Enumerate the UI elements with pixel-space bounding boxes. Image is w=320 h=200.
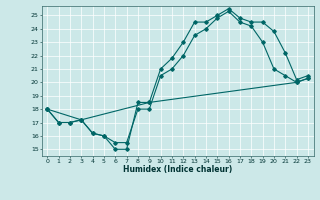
X-axis label: Humidex (Indice chaleur): Humidex (Indice chaleur) — [123, 165, 232, 174]
